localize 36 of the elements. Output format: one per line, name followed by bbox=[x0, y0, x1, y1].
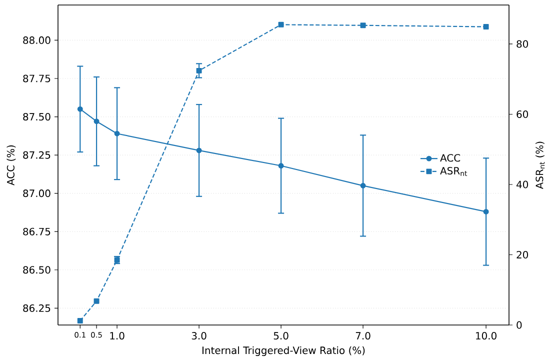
point bbox=[94, 118, 100, 124]
y2-tick-label: 60 bbox=[516, 110, 528, 118]
point bbox=[278, 163, 284, 169]
legend-label: ASR$_{nt}$ bbox=[440, 166, 468, 176]
legend-label: ACC bbox=[440, 154, 460, 162]
point bbox=[360, 22, 366, 28]
x-tick-label: 5.0 bbox=[274, 332, 288, 340]
point bbox=[196, 148, 202, 154]
y2-tick-label: 80 bbox=[516, 40, 528, 48]
point bbox=[483, 24, 489, 30]
y-tick-label: 87.75 bbox=[23, 74, 50, 82]
point bbox=[360, 182, 366, 188]
y2-tick-label: 0 bbox=[516, 321, 522, 329]
x-tick-label: 10.0 bbox=[476, 332, 496, 340]
y2-axis-title: ASR$_{nt}$ (%) bbox=[536, 142, 545, 189]
point bbox=[114, 130, 120, 136]
point bbox=[77, 318, 83, 324]
y-tick-label: 86.50 bbox=[23, 266, 50, 274]
y-axis-title: ACC (%) bbox=[6, 145, 16, 186]
y-tick-label: 86.25 bbox=[23, 304, 50, 312]
y-tick-label: 87.25 bbox=[23, 151, 50, 159]
y2-tick-label: 40 bbox=[516, 180, 528, 188]
x-tick-label: 1.0 bbox=[110, 332, 124, 340]
y2-tick-label: 20 bbox=[516, 250, 528, 259]
point bbox=[77, 106, 83, 112]
x-tick-label: 3.0 bbox=[192, 332, 206, 340]
point bbox=[483, 208, 489, 214]
x-tick-label: 7.0 bbox=[356, 332, 370, 340]
x-axis-title: Internal Triggered-View Ratio (%) bbox=[202, 346, 365, 356]
point bbox=[278, 22, 284, 28]
y-tick-label: 86.75 bbox=[23, 228, 50, 236]
y-tick-label: 87.00 bbox=[23, 190, 50, 198]
y-tick-label: 87.50 bbox=[23, 112, 50, 121]
y-tick-label: 88.00 bbox=[23, 36, 50, 44]
point bbox=[196, 68, 202, 74]
point bbox=[94, 298, 100, 304]
